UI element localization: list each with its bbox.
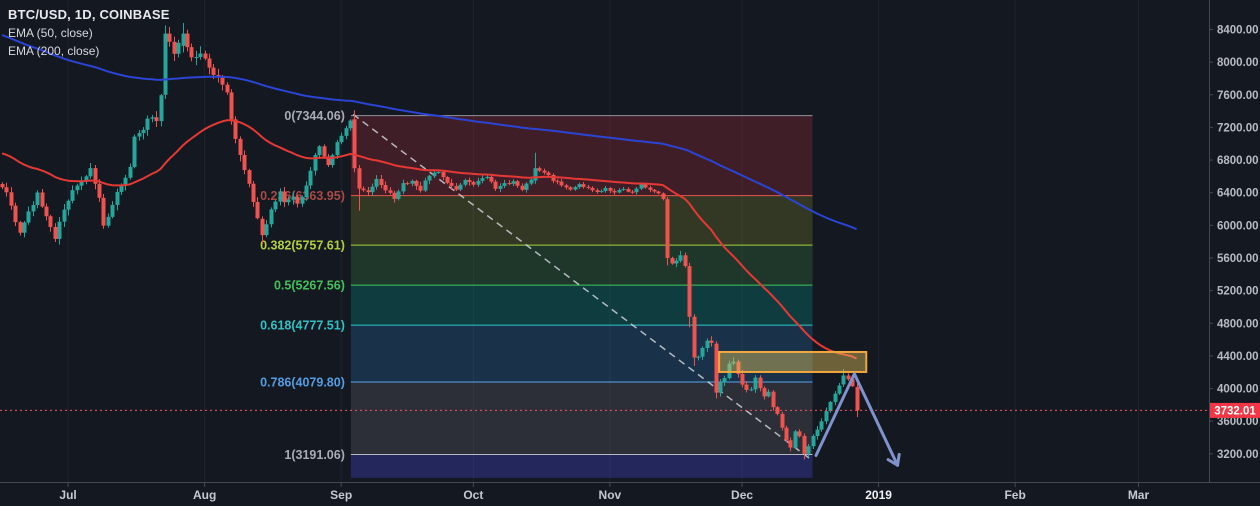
- y-axis-label: 5200.00: [1217, 286, 1259, 298]
- indicator-ema200[interactable]: EMA (200, close): [8, 44, 100, 59]
- symbol-title[interactable]: BTC/USD, 1D, COINBASE: [8, 7, 170, 22]
- y-axis-label: 6000.00: [1217, 220, 1259, 232]
- fib-zone: [350, 115, 813, 196]
- candlestick-series: [0, 22, 860, 460]
- last-price-value: 3732.01: [1214, 405, 1256, 417]
- forecast-arrow-drawing[interactable]: [814, 372, 901, 467]
- y-axis-label: 4400.00: [1217, 351, 1259, 363]
- fib-zone: [350, 382, 813, 455]
- fib-level-label: 0.382(5757.61): [260, 239, 345, 253]
- ema50-line: [1, 119, 858, 360]
- fib-zone: [350, 285, 813, 326]
- y-axis-label: 6400.00: [1217, 188, 1259, 200]
- fib-level-label: 0.618(4777.51): [260, 319, 345, 333]
- y-axis-label: 7600.00: [1217, 90, 1259, 102]
- y-axis-label: 3600.00: [1217, 416, 1259, 428]
- x-axis-label: Jul: [59, 488, 76, 502]
- time-axis[interactable]: Jul Aug Sep Oct Nov Dec 2019 Feb Mar: [0, 482, 1260, 502]
- y-axis-label: 3200.00: [1217, 449, 1259, 461]
- fib-zone: [350, 245, 813, 286]
- fib-zone: [350, 454, 813, 478]
- gridlines: [67, 0, 1139, 482]
- fib-level-label: 0(7344.06): [284, 109, 344, 123]
- y-axis-label: 5600.00: [1217, 253, 1259, 265]
- x-axis-label: Dec: [731, 488, 753, 502]
- indicator-ema50[interactable]: EMA (50, close): [8, 26, 93, 41]
- y-axis-label: 8000.00: [1217, 57, 1259, 69]
- fib-retracement-drawing[interactable]: 0(7344.06)0.236(6363.95)0.382(5757.61)0.…: [260, 109, 813, 478]
- y-axis-label: 4000.00: [1217, 384, 1259, 396]
- x-axis-label: 2019: [865, 488, 892, 502]
- x-axis-label: Oct: [463, 488, 483, 502]
- x-axis-label: Aug: [193, 488, 216, 502]
- x-axis-label: Feb: [1004, 488, 1025, 502]
- x-axis-label: Mar: [1128, 488, 1150, 502]
- fib-zone: [350, 195, 813, 246]
- x-axis-label: Sep: [330, 488, 352, 502]
- fib-level-label: 0.786(4079.80): [260, 376, 345, 390]
- y-axis-label: 8400.00: [1217, 25, 1259, 37]
- y-axis-label: 4800.00: [1217, 318, 1259, 330]
- y-axis-label: 7200.00: [1217, 122, 1259, 134]
- price-axis[interactable]: 8400.00 8000.00 7600.00 7200.00 6800.00 6400.…: [1209, 0, 1259, 482]
- y-axis-label: 6800.00: [1217, 155, 1259, 167]
- resistance-zone-box-drawing[interactable]: [718, 350, 868, 373]
- fib-level-label: 1(3191.06): [284, 448, 344, 462]
- last-price-badge: 3732.01: [1210, 402, 1260, 418]
- x-axis-label: Nov: [599, 488, 622, 502]
- fib-level-label: 0.5(5267.56): [274, 279, 345, 293]
- legend: BTC/USD, 1D, COINBASE EMA (50, close) EM…: [8, 7, 170, 59]
- ema200-line: [1, 34, 857, 231]
